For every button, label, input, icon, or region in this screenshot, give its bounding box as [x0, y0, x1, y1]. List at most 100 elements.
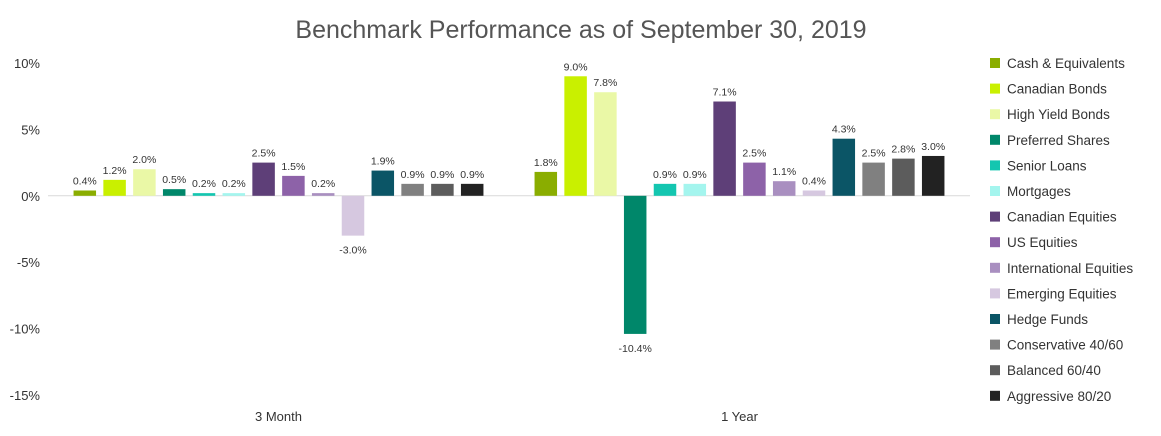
data-label: 9.0% — [564, 61, 588, 73]
chart-title: Benchmark Performance as of September 30… — [295, 16, 866, 44]
bar — [802, 190, 826, 196]
legend-swatch — [990, 237, 1000, 248]
legend-swatch — [990, 288, 1000, 299]
y-tick-label: -15% — [10, 388, 41, 403]
bar — [282, 175, 305, 196]
bar — [103, 179, 126, 196]
data-label: 1.8% — [534, 157, 558, 169]
data-label: -3.0% — [339, 245, 366, 257]
y-tick-label: 5% — [21, 122, 40, 137]
data-label: 2.0% — [132, 154, 156, 166]
data-label: -10.4% — [619, 343, 652, 355]
y-tick-label: 10% — [14, 56, 40, 71]
legend-swatch — [990, 365, 1000, 376]
data-label: 0.9% — [460, 169, 484, 181]
bar — [653, 183, 677, 196]
bar — [222, 193, 246, 196]
data-label: 0.9% — [683, 169, 707, 181]
legend-label: Senior Loans — [1007, 158, 1087, 173]
legend-label: High Yield Bonds — [1007, 107, 1110, 122]
bar — [431, 183, 454, 196]
data-label: 1.2% — [103, 165, 127, 177]
legend-swatch — [990, 390, 1000, 401]
legend-label: US Equities — [1007, 235, 1078, 250]
legend-swatch — [990, 83, 1000, 94]
bar — [832, 138, 856, 196]
bar — [401, 183, 424, 196]
data-label: 2.8% — [891, 144, 915, 156]
data-label: 0.4% — [73, 175, 97, 187]
y-tick-label: -10% — [10, 322, 41, 337]
data-label: 1.5% — [281, 161, 305, 173]
legend-swatch — [990, 262, 1000, 273]
legend-swatch — [990, 314, 1000, 324]
legend-label: Hedge Funds — [1007, 312, 1088, 327]
bar — [133, 169, 156, 196]
legend-swatch — [990, 58, 1000, 68]
data-label: 4.3% — [832, 124, 856, 136]
x-axis: 3 Month 1 Year — [255, 409, 759, 424]
data-label: 1.1% — [772, 166, 796, 178]
bar — [743, 162, 766, 196]
bar — [921, 155, 945, 196]
y-axis: 10% 5% 0% -5% -10% -15% — [10, 56, 41, 403]
bar — [460, 183, 484, 196]
bar — [73, 190, 97, 196]
legend-label: Canadian Bonds — [1007, 82, 1107, 97]
y-tick-label: 0% — [21, 189, 40, 204]
bar — [371, 170, 395, 196]
data-label: 0.2% — [192, 178, 216, 190]
legend-label: Balanced 60/40 — [1007, 363, 1101, 378]
legend-swatch — [990, 109, 1000, 120]
data-label: 2.5% — [742, 148, 766, 160]
data-label: 3.0% — [921, 141, 945, 153]
data-label: 1.9% — [371, 156, 395, 168]
legend-label: Emerging Equities — [1007, 286, 1117, 301]
y-tick-label: -5% — [17, 255, 41, 270]
legend-swatch — [990, 339, 1000, 350]
bar — [564, 76, 587, 196]
bar — [341, 195, 365, 236]
data-label: 2.5% — [252, 148, 276, 160]
legend-label: Aggressive 80/20 — [1007, 389, 1111, 404]
legend-label: Canadian Equities — [1007, 210, 1117, 225]
data-label: 7.1% — [713, 87, 737, 99]
x-tick-label: 1 Year — [721, 409, 759, 424]
bar — [192, 193, 216, 196]
legend-label: Cash & Equivalents — [1007, 56, 1125, 71]
legend-swatch — [990, 186, 1000, 196]
legend-label: Preferred Shares — [1007, 133, 1110, 148]
data-labels: 0.4% 1.2% 2.0% 0.5% 0.2% 0.2% 2.5% 1.5% 0.2% -3.0… — [73, 61, 945, 355]
legend-swatch — [990, 160, 1000, 171]
bar — [594, 92, 617, 196]
data-label: 0.5% — [162, 174, 186, 186]
data-label: 0.9% — [653, 169, 677, 181]
data-label: 2.5% — [862, 148, 886, 160]
bar — [862, 162, 885, 196]
bar — [162, 189, 186, 196]
data-label: 0.9% — [430, 169, 454, 181]
bar — [772, 181, 796, 196]
bar — [892, 158, 915, 196]
data-label: 0.9% — [401, 169, 425, 181]
data-label: 0.2% — [222, 178, 246, 190]
data-label: 7.8% — [593, 77, 617, 89]
bar — [534, 171, 558, 196]
bar — [683, 183, 707, 196]
bar — [311, 193, 335, 196]
bar — [623, 195, 647, 334]
bar — [713, 101, 736, 196]
legend-label: Mortgages — [1007, 184, 1071, 199]
legend: Cash & Equivalents Canadian Bonds High Yie… — [990, 56, 1133, 404]
data-label: 0.4% — [802, 175, 826, 187]
data-label: 0.2% — [311, 178, 335, 190]
legend-swatch — [990, 211, 1000, 222]
x-tick-label: 3 Month — [255, 409, 302, 424]
legend-swatch — [990, 134, 1000, 145]
legend-label: Conservative 40/60 — [1007, 338, 1123, 353]
bars — [73, 76, 945, 334]
legend-label: International Equities — [1007, 261, 1133, 276]
bar — [252, 162, 275, 196]
